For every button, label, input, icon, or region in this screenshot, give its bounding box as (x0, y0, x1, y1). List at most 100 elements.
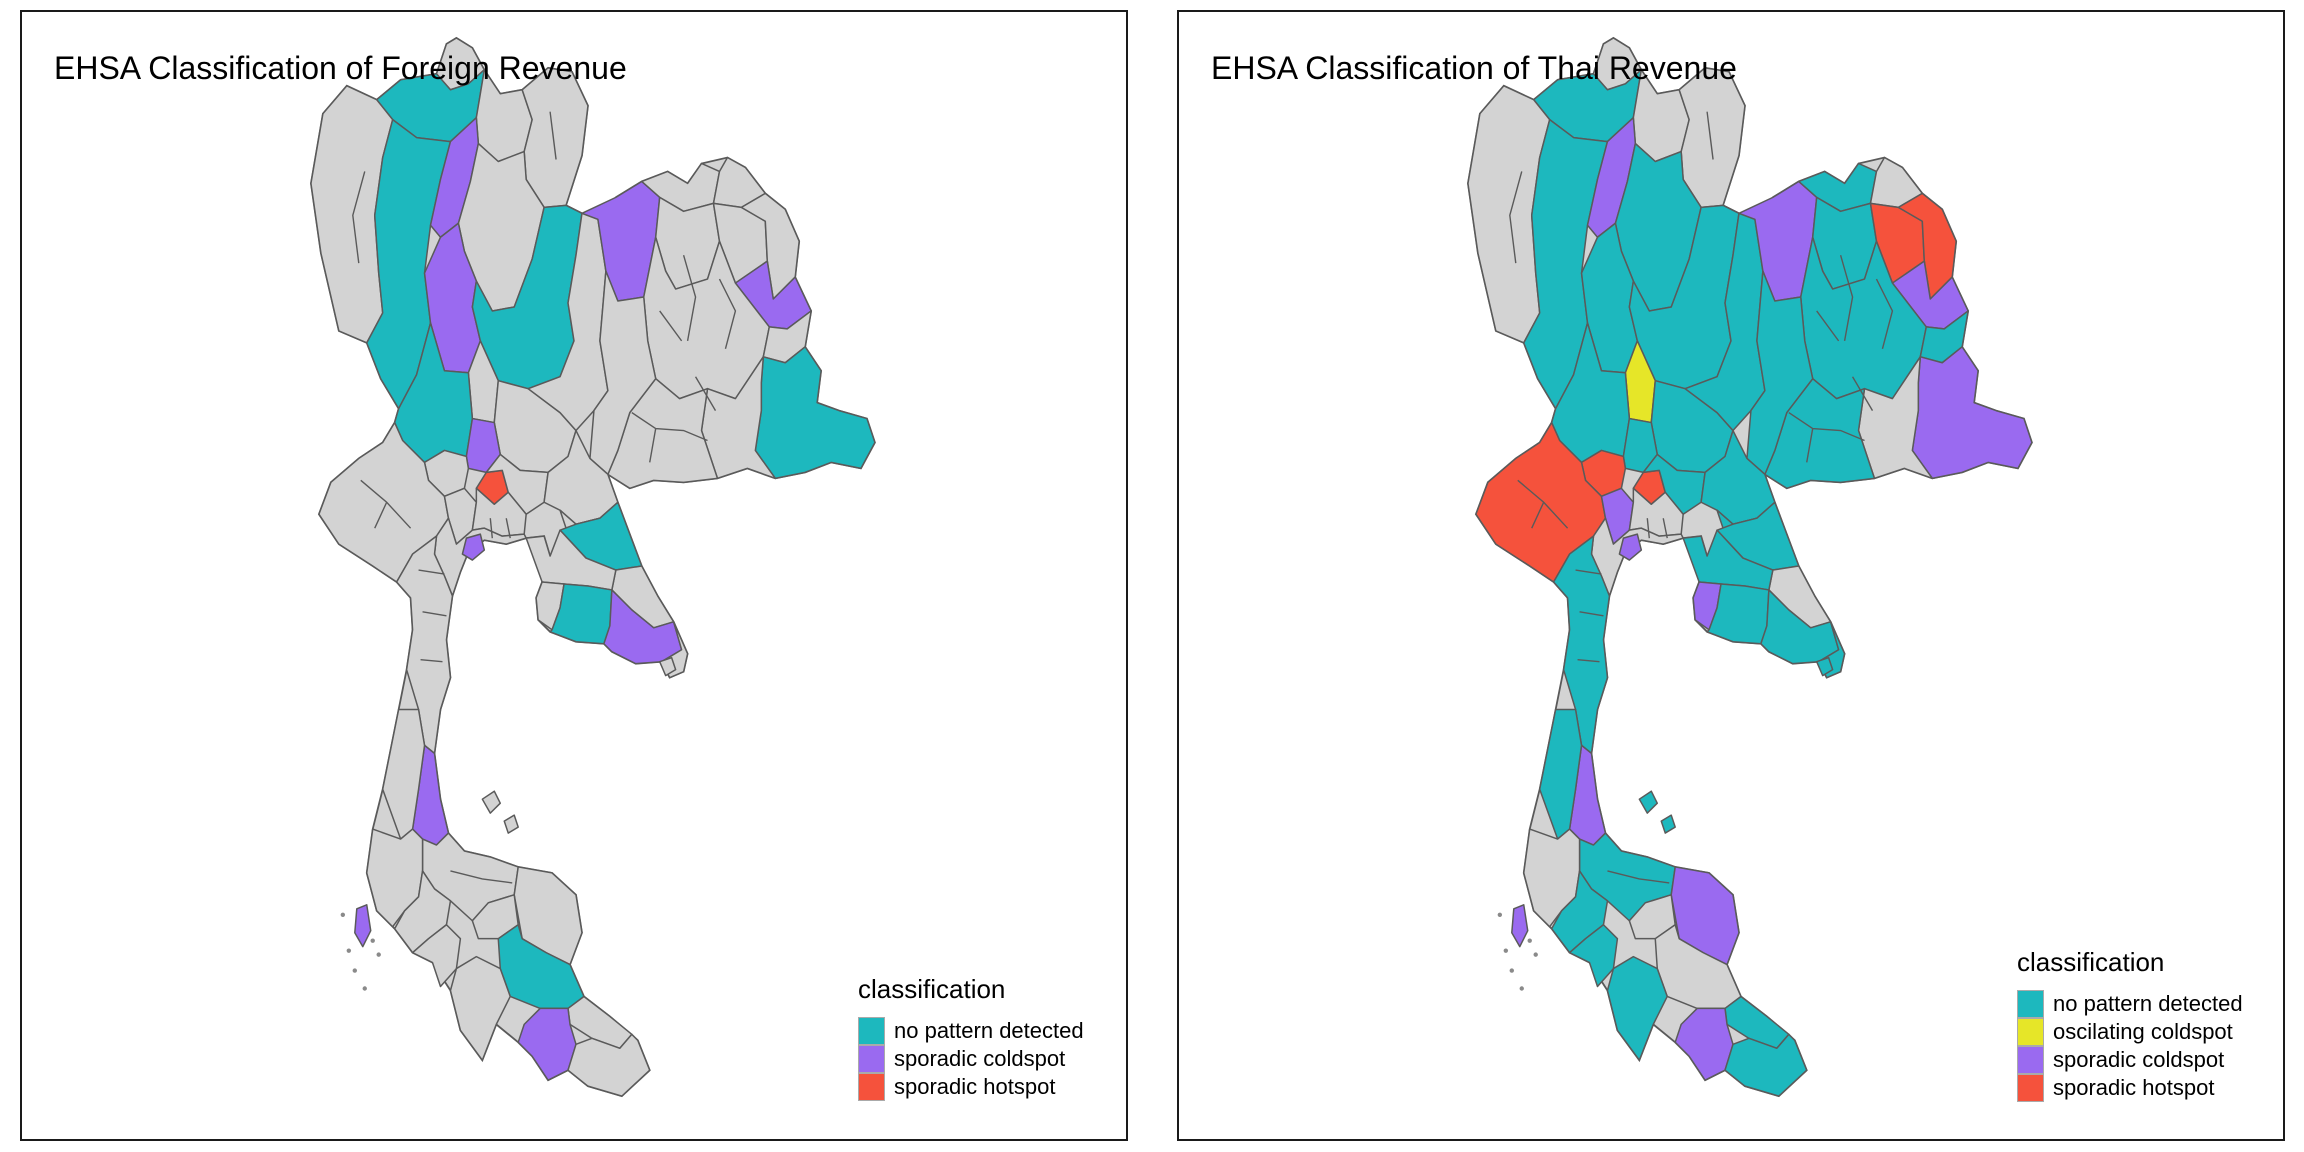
province-isl_samui (1638, 790, 1659, 814)
legend-item: no pattern detected (2017, 990, 2243, 1018)
legend-item: sporadic hotspot (858, 1073, 1084, 1101)
province-isl_phangan (503, 814, 519, 834)
province-border-line-7 (1806, 428, 1814, 463)
province-border-line-4 (1816, 310, 1840, 342)
map-title-foreign: EHSA Classification of Foreign Revenue (54, 50, 627, 86)
province-border-line-5 (1851, 376, 1874, 411)
legend-swatch-no_pattern (858, 1017, 885, 1045)
province-border-line-11 (422, 611, 447, 617)
islet-dot-0 (1503, 948, 1509, 953)
islet-dot-2 (1497, 912, 1503, 917)
province-trg (1568, 923, 1619, 988)
province-border-line-10 (418, 569, 445, 575)
province-border-line-12 (420, 659, 443, 663)
province-hkt (1511, 904, 1529, 948)
province-ssn (1618, 533, 1643, 561)
province-border-line-14 (1646, 518, 1650, 539)
map-title-thai: EHSA Classification of Thai Revenue (1211, 50, 1737, 86)
province-cpm (1746, 270, 1814, 476)
legend-item: oscilating coldspot (2017, 1018, 2243, 1046)
legend-item: sporadic coldspot (858, 1045, 1084, 1073)
legend-thai: classification no pattern detected oscila… (2017, 947, 2243, 1102)
islet-dot-1 (352, 968, 357, 973)
province-border-line-3 (718, 278, 737, 349)
islet-dot-2 (340, 912, 346, 917)
province-border-line-3 (1875, 278, 1894, 349)
province-ssn (461, 533, 486, 561)
province-border-line-13 (1607, 870, 1670, 884)
province-border-line-9 (1531, 501, 1545, 529)
legend-title: classification (2017, 947, 2165, 977)
legend-label: sporadic coldspot (2053, 1047, 2225, 1072)
province-border-line-7 (649, 428, 657, 463)
islet-dot-5 (1533, 952, 1538, 957)
province-cpm (589, 270, 657, 476)
province-stn (449, 955, 511, 1061)
province-border-line-0 (1509, 171, 1523, 264)
province-border-line-2 (682, 254, 697, 341)
province-stn (1606, 955, 1668, 1061)
province-border-line-9 (374, 501, 388, 529)
province-border-line-1 (549, 111, 557, 160)
province-border-line-1 (1706, 111, 1714, 160)
legend-swatch-oscilating_coldspot (2017, 1018, 2044, 1046)
province-border-line-4 (659, 310, 683, 342)
legend-foreign: classification no pattern detected sporad… (858, 974, 1084, 1101)
islet-dot-3 (1527, 938, 1532, 943)
province-border-line-12 (1577, 659, 1600, 663)
province-border-line-11 (1579, 611, 1604, 617)
province-isl_chang (1815, 656, 1834, 677)
province-isl_phangan (1660, 814, 1676, 834)
legend-items: no pattern detected sporadic coldspot spor… (858, 1017, 1084, 1101)
province-nwt (567, 1033, 651, 1097)
islet-dot-3 (370, 938, 375, 943)
province-border-line-13 (450, 870, 513, 884)
legend-item: sporadic hotspot (2017, 1074, 2243, 1102)
province-border-line-0 (352, 171, 366, 264)
province-nan (1678, 67, 1746, 209)
legend-swatch-sporadic_coldspot (858, 1045, 885, 1073)
islet-dot-0 (346, 948, 352, 953)
legend-label: oscilating coldspot (2053, 1019, 2233, 1044)
legend-label: no pattern detected (2053, 991, 2243, 1016)
legend-swatch-sporadic_coldspot (2017, 1046, 2044, 1074)
legend-title: classification (858, 974, 1006, 1004)
province-border-line-15 (505, 518, 511, 539)
panel-foreign-revenue: EHSA Classification of Foreign Revenue c… (20, 10, 1128, 1141)
legend-item: no pattern detected (858, 1017, 1084, 1045)
province-ubn (1911, 346, 2033, 480)
legend-items: no pattern detected oscilating coldspot sp… (2017, 990, 2243, 1102)
province-isl_chang (658, 656, 677, 677)
legend-swatch-no_pattern (2017, 990, 2044, 1018)
province-border-line-5 (694, 376, 717, 411)
province-nan (521, 67, 589, 209)
panel-thai-revenue: EHSA Classification of Thai Revenue clas… (1177, 10, 2285, 1141)
islet-dot-4 (362, 986, 367, 991)
legend-label: sporadic hotspot (2053, 1075, 2215, 1100)
thailand-map-foreign (310, 36, 876, 1098)
province-border-line-6 (1788, 412, 1865, 442)
province-rbr (1552, 535, 1611, 755)
legend-label: sporadic coldspot (894, 1046, 1066, 1071)
islet-dot-4 (1519, 986, 1524, 991)
province-nwt (1724, 1033, 1808, 1097)
province-trg (411, 923, 462, 988)
province-hkt (354, 904, 372, 948)
legend-swatch-sporadic_hotspot (2017, 1074, 2044, 1102)
province-border-line-2 (1839, 254, 1854, 341)
province-border-line-14 (489, 518, 493, 539)
islet-dot-1 (1509, 968, 1514, 973)
legend-label: sporadic hotspot (894, 1074, 1056, 1099)
thailand-map-thai (1467, 36, 2033, 1098)
legend-item: sporadic coldspot (2017, 1046, 2243, 1074)
province-isl_samui (481, 790, 502, 814)
islet-dot-5 (376, 952, 381, 957)
province-rbr (395, 535, 454, 755)
province-border-line-15 (1662, 518, 1668, 539)
province-border-line-6 (631, 412, 708, 442)
province-border-line-10 (1575, 569, 1602, 575)
province-ubn (754, 346, 876, 480)
legend-label: no pattern detected (894, 1018, 1084, 1043)
legend-swatch-sporadic_hotspot (858, 1073, 885, 1101)
